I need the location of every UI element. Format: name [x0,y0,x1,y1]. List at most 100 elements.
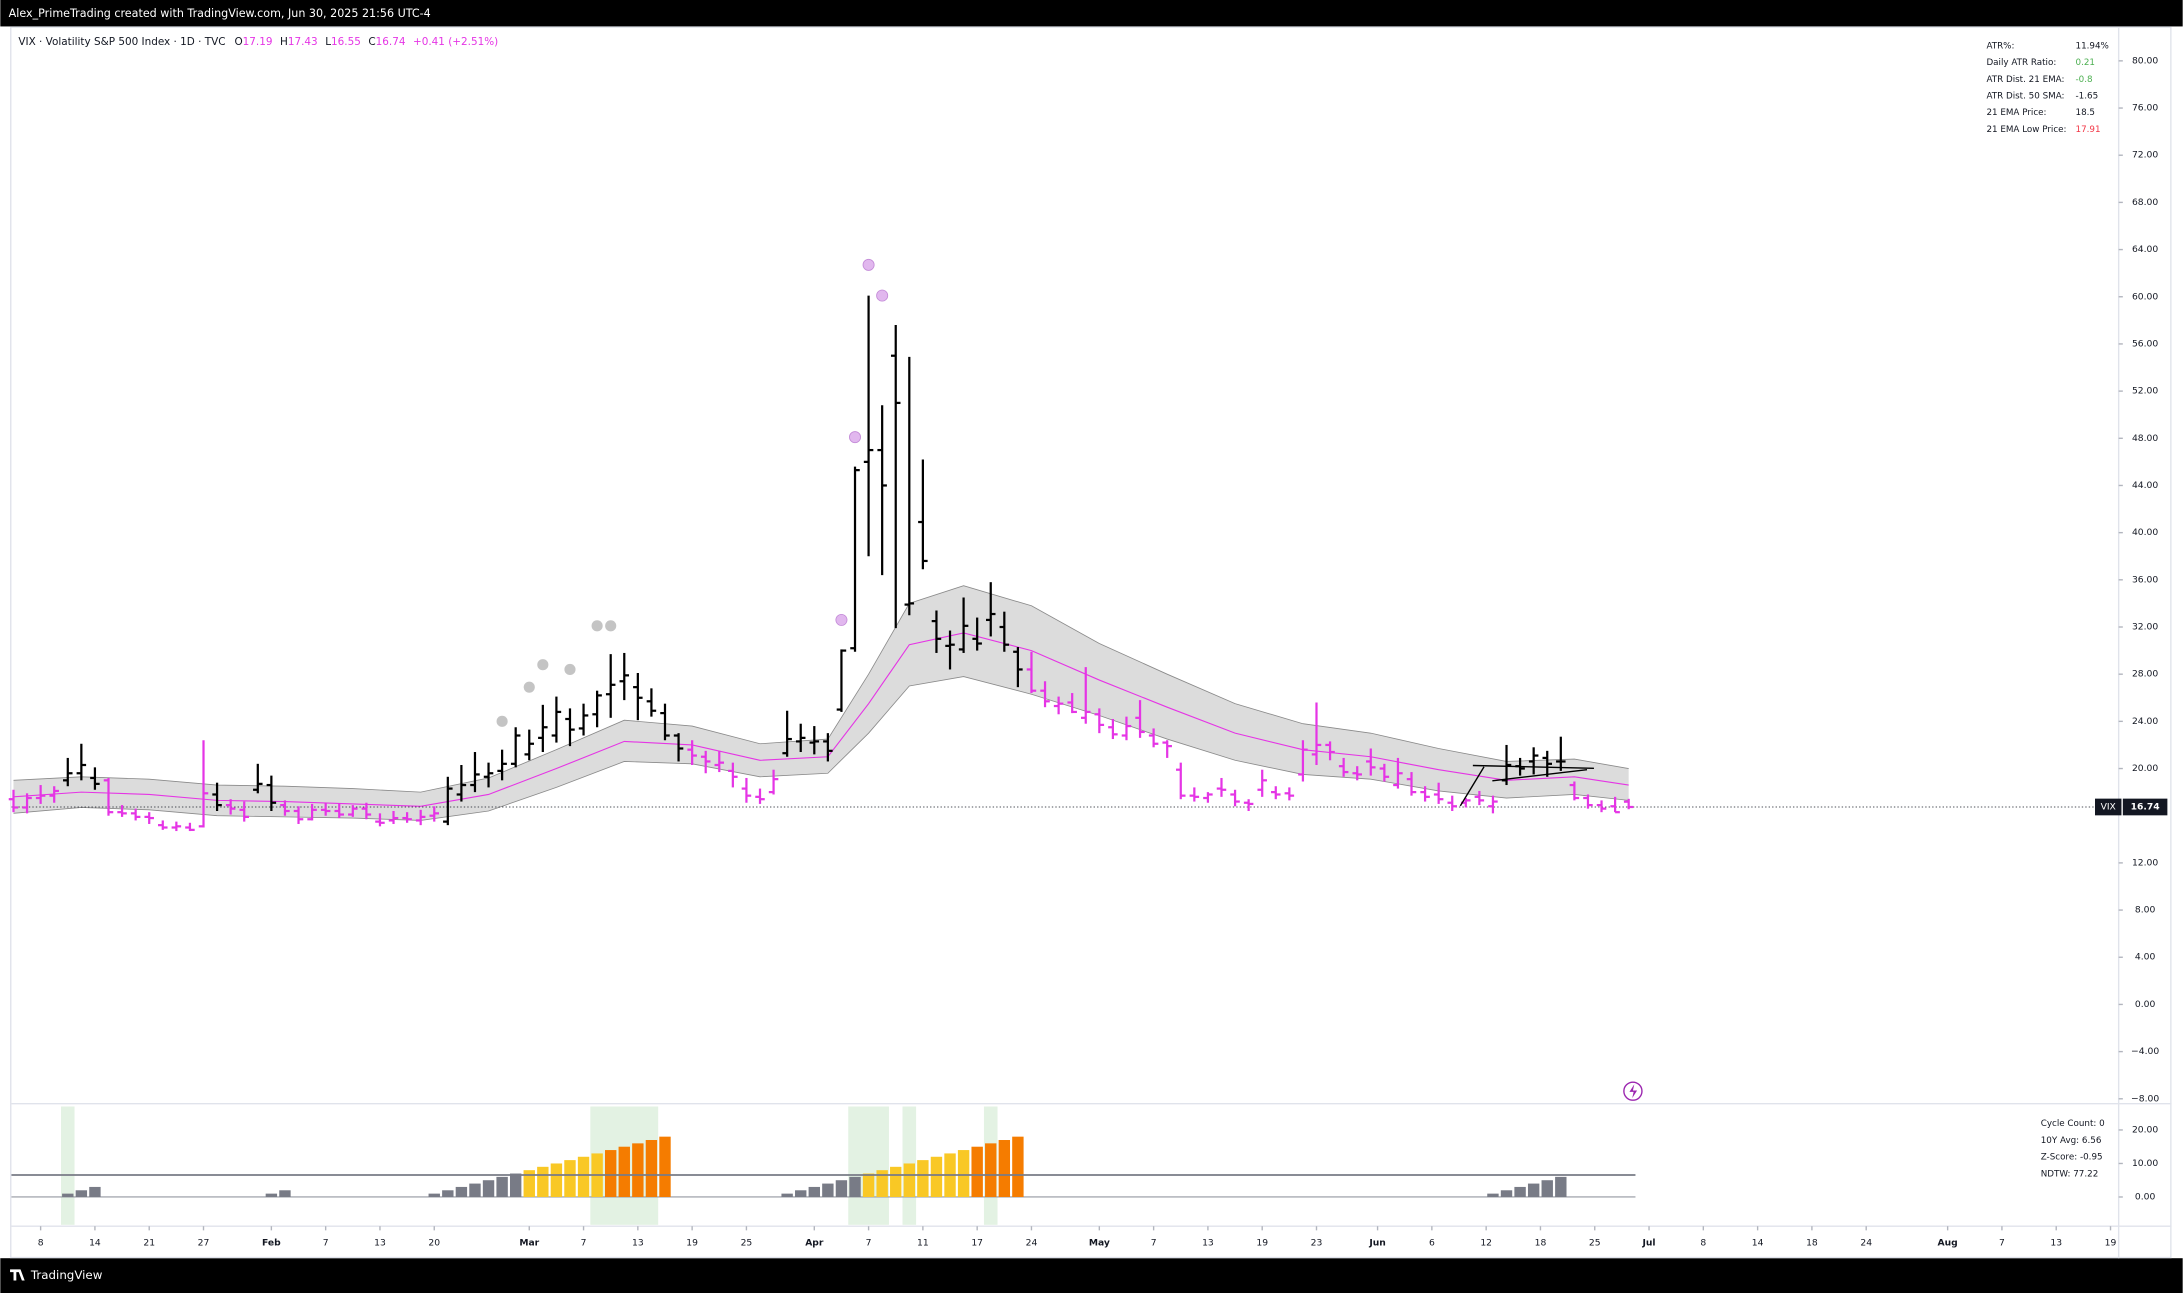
ohlc-bar [483,762,494,788]
x-tick-label: 20 [428,1237,440,1248]
ohlc-bar [375,813,385,827]
y-tick-label: 4.00 [2135,952,2156,963]
ohlc-bar [415,809,426,826]
top-bar [0,0,2183,27]
ohlc-bar [1325,741,1335,761]
x-tick-label: 7 [581,1237,587,1248]
ohlc-bar [1284,787,1295,801]
info-value: 17.91 [2076,125,2101,135]
footer-brand[interactable]: TradingView [30,1268,103,1282]
cycle-bar [482,1180,495,1197]
panel-stat: Z-Score: -0.95 [2041,1152,2103,1162]
ohlc-bar [35,785,46,804]
cycle-bar [957,1150,970,1197]
cycle-bar [265,1193,278,1197]
ohlc-bar [185,822,195,832]
cycle-bar [469,1183,481,1197]
ohlc-bar [972,617,982,651]
ohlc-bar [1420,786,1430,802]
ohlc-bar [1053,696,1064,715]
y-tick-label: 52.00 [2132,386,2158,397]
y-tick-label: 36.00 [2132,574,2158,585]
cycle-bar [550,1163,563,1197]
ohlc-bar [1135,700,1145,738]
ohlc-bar [1162,740,1172,758]
signal-dot [849,431,861,444]
cycle-bar [822,1183,834,1197]
ohlc-bar [1623,798,1634,810]
y-tick-label: 68.00 [2132,197,2158,208]
ohlc-bar [171,821,182,832]
x-tick-label: 18 [1535,1237,1547,1248]
ohlc-bar [1433,782,1444,804]
y-tick-label: 72.00 [2132,150,2158,161]
trend-annotation [1459,764,1594,807]
price-label-symbol-box [2095,798,2122,816]
ohlc-bar [1569,781,1580,801]
legend-h-label: H [280,36,288,48]
ohlc-bar [1366,748,1376,776]
ohlc-bar [443,776,453,826]
cycle-bar [604,1150,617,1197]
panel-stat-value: 0 [2099,1119,2105,1129]
ohlc-bar [1203,792,1213,803]
cycle-highlight [60,1106,75,1225]
ohlc-bar [456,764,467,802]
info-label: ATR Dist. 50 SMA: [1986,92,2064,102]
info-label: 21 EMA Low Price: [1986,125,2066,135]
ohlc-bar [1121,716,1132,741]
ohlc-bar [1298,740,1308,782]
ohlc-bar [660,703,670,741]
legend-l-label: L [325,36,331,48]
cycle-bar [537,1166,549,1197]
ohlc-bar [1108,718,1118,740]
info-value: 0.21 [2076,58,2095,68]
y-tick-label: 8.00 [2135,905,2156,916]
legend-o-label: O [234,36,242,48]
legend-change: +0.41 (+2.51%) [413,36,498,48]
ohlc-bar [1311,702,1322,765]
indicator-pane: 20.00 10.00 0.00 Cycle Count: 0 10Y Avg: 6.56 Z… [11,1106,2158,1225]
signal-dot [591,620,603,632]
y-tick-label: 80.00 [2132,55,2158,66]
ohlc-bar [497,749,507,781]
x-tick-label: Apr [805,1237,824,1248]
ohlc-bar [1488,795,1498,814]
x-tick-label: 17 [971,1237,983,1248]
x-tick-label: 7 [866,1237,872,1248]
alert-bolt[interactable] [1629,1084,1638,1099]
ohlc-bar [158,820,168,830]
band-lower [13,676,1629,821]
alert-circle[interactable] [1623,1081,1643,1101]
cycle-bar [985,1143,997,1197]
cycle-bar [876,1170,888,1197]
ohlc-bar [565,708,575,747]
ohlc-bar [402,812,412,823]
ohlc-bar [1447,795,1457,811]
alert-icon[interactable] [1623,1081,1643,1101]
x-tick-label: 8 [38,1237,44,1248]
ohlc-bar [361,802,372,820]
x-tick-label: 27 [198,1237,210,1248]
ohlc-bar [253,763,263,794]
ohlc-bar [130,808,141,821]
ohlc-bar [755,788,765,804]
x-tick-label: 21 [143,1237,155,1248]
cycle-bar [1541,1180,1553,1197]
ohlc-bar [945,630,955,670]
x-tick-label: 14 [89,1237,101,1248]
y-tick-label: 24.00 [2132,716,2158,727]
x-tick-label: 13 [374,1237,386,1248]
x-tick-label: May [1089,1237,1110,1248]
ohlc-bar [823,733,833,762]
legend-open: 17.19 [243,36,273,48]
price-label-box [2122,798,2168,816]
ohlc-bar [225,799,236,815]
cycle-bar [781,1193,793,1197]
ohlc-bar [877,405,887,576]
ohlc-bar [795,723,806,753]
panel-y-tick-label: 20.00 [2132,1124,2158,1135]
x-tick-label: 18 [1806,1237,1818,1248]
ohlc-bar [198,740,209,828]
